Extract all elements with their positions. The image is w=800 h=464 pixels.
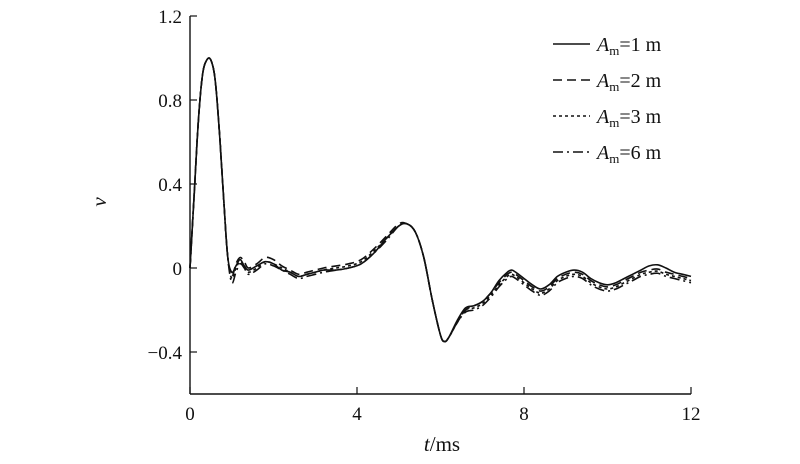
- x-tick-label: 0: [185, 404, 195, 425]
- legend-label-symbol: A: [595, 106, 610, 128]
- legend: Am=1 mAm=2 mAm=3 mAm=6 m: [553, 34, 662, 166]
- legend-label-subscript: m: [609, 43, 619, 58]
- legend-label: Am=3 m: [595, 106, 662, 130]
- x-tick-label: 12: [682, 404, 701, 425]
- legend-label: Am=1 m: [595, 34, 662, 58]
- legend-label: Am=6 m: [595, 142, 662, 166]
- legend-label-value: =1 m: [619, 34, 661, 56]
- y-axis-label: v: [87, 197, 111, 207]
- legend-label-value: =6 m: [619, 142, 661, 164]
- legend-label-symbol: A: [595, 34, 610, 56]
- legend-label-symbol: A: [595, 142, 610, 164]
- x-tick-label: 8: [519, 404, 529, 425]
- legend-label-subscript: m: [609, 115, 619, 130]
- series-line-1: [189, 57, 692, 343]
- x-tick-label: 4: [352, 404, 362, 425]
- series-line-2: [189, 57, 692, 343]
- y-tick-label: 1.2: [158, 7, 182, 28]
- axis-ticks: 0 4 8 12 −0.4 0 0.4 0.8 1.2: [148, 7, 701, 425]
- series-line-4: [189, 57, 692, 343]
- y-tick-label: −0.4: [148, 343, 183, 364]
- y-tick-label: 0.4: [158, 175, 182, 196]
- legend-label-value: =3 m: [619, 106, 661, 128]
- y-tick-label: 0.8: [158, 91, 182, 112]
- series-lines: [189, 57, 692, 343]
- legend-label-value: =2 m: [619, 70, 661, 92]
- legend-label-subscript: m: [609, 79, 619, 94]
- x-axis-label-symbol: t: [424, 432, 431, 456]
- legend-label-subscript: m: [609, 151, 619, 166]
- x-axis-label: t/ms: [424, 432, 460, 456]
- y-tick-label: 0: [173, 259, 183, 280]
- legend-label: Am=2 m: [595, 70, 662, 94]
- x-axis-label-unit: /ms: [430, 432, 460, 456]
- legend-label-symbol: A: [595, 70, 610, 92]
- series-line-3: [189, 57, 692, 343]
